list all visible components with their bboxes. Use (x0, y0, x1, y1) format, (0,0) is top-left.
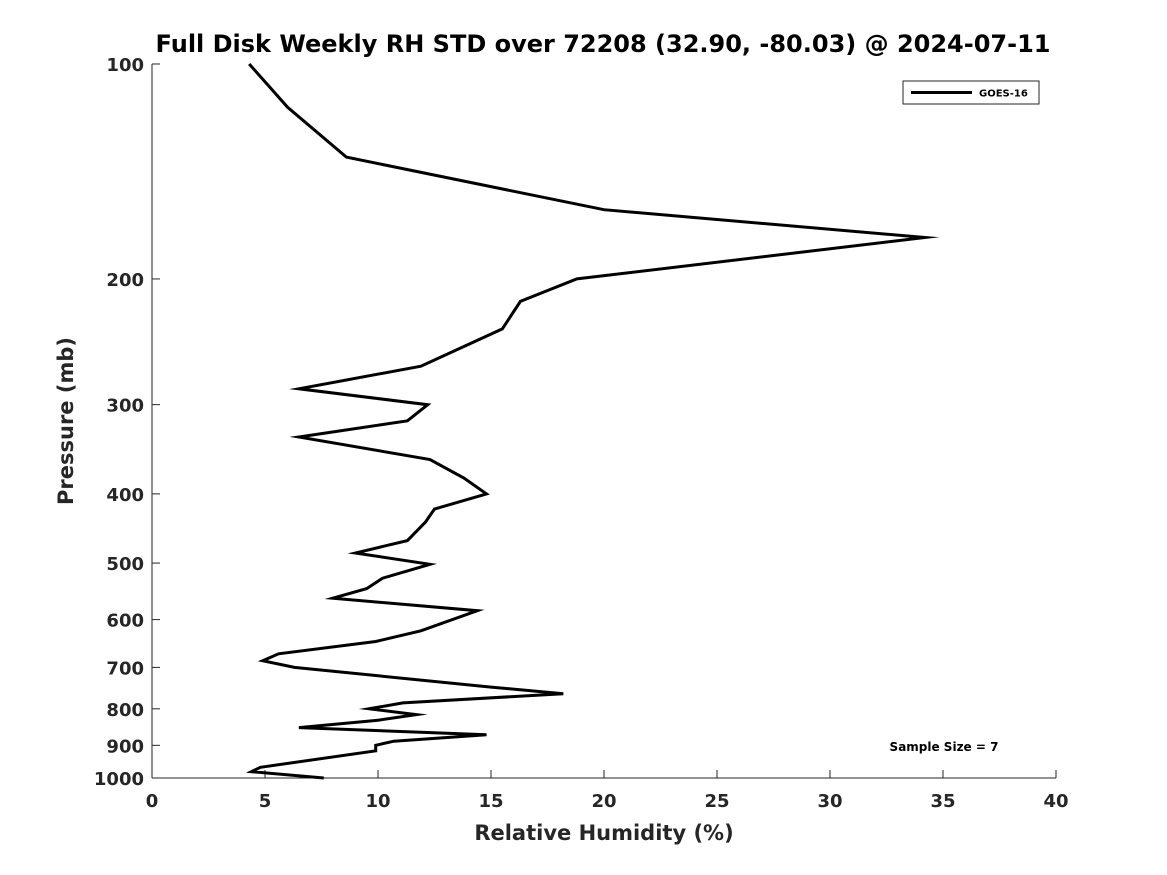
x-axis-label: Relative Humidity (%) (474, 821, 733, 845)
y-tick-label: 600 (106, 611, 144, 632)
sample-size-annotation: Sample Size = 7 (890, 740, 999, 754)
x-tick-label: 5 (259, 791, 272, 812)
y-axis-label: Pressure (mb) (54, 337, 78, 505)
series-layer (245, 63, 940, 780)
y-tick-label: 1000 (94, 769, 144, 790)
axes: 0 5 10 15 20 25 30 35 40 100 200 300 400 500 600 700 800… (94, 55, 1069, 812)
x-tick-label: 35 (930, 791, 955, 812)
x-tick-label: 10 (365, 791, 390, 812)
y-tick-label: 500 (106, 554, 144, 575)
x-tick-label: 30 (817, 791, 842, 812)
y-tick-label: 900 (106, 736, 144, 757)
y-tick-label: 300 (106, 396, 144, 417)
y-tick-label: 400 (106, 485, 144, 506)
x-tick-label: 25 (704, 791, 729, 812)
series-line-goes-16 (245, 63, 940, 780)
x-tick-label: 15 (478, 791, 503, 812)
y-tick-label: 100 (106, 55, 144, 76)
y-tick-label: 700 (106, 658, 144, 679)
y-tick-label: 800 (106, 700, 144, 721)
y-tick-label: 200 (106, 270, 144, 291)
legend: GOES-16 (902, 80, 1040, 105)
x-tick-label: 20 (591, 791, 616, 812)
chart-title: Full Disk Weekly RH STD over 72208 (32.9… (156, 30, 1051, 58)
x-tick-label: 40 (1043, 791, 1068, 812)
x-tick-label: 0 (146, 791, 159, 812)
legend-label-goes-16: GOES-16 (979, 89, 1028, 100)
